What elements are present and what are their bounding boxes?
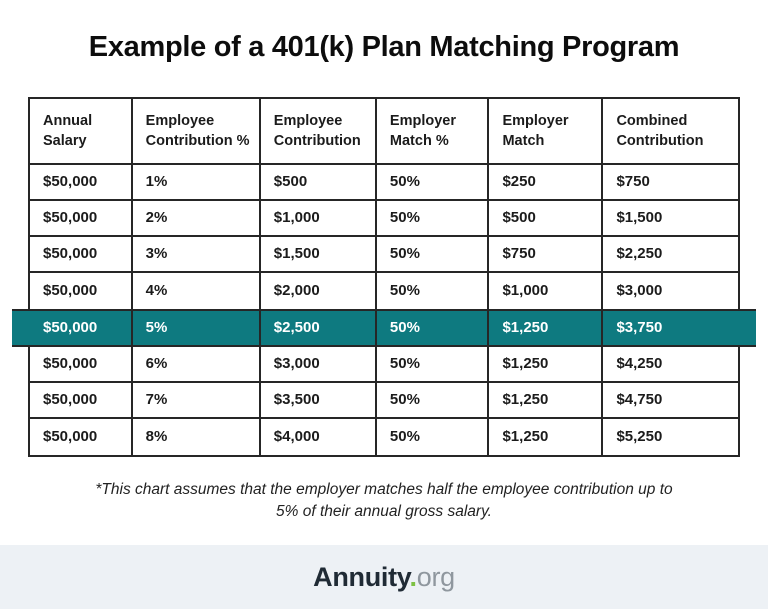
table-cell: $1,250 bbox=[489, 419, 604, 455]
table-cell: $4,250 bbox=[616, 355, 663, 372]
table-cell: $50,000 bbox=[30, 237, 133, 271]
table-cell: 1% bbox=[133, 165, 261, 199]
table-cell: 50% bbox=[377, 419, 490, 455]
table-cell: 50% bbox=[377, 311, 490, 345]
table-cell: $50,000 bbox=[30, 347, 133, 381]
table-header-row: Annual Salary Employee Contribution % Em… bbox=[30, 99, 738, 165]
table-cell: 50% bbox=[377, 273, 490, 309]
table-cell: 2% bbox=[133, 201, 261, 235]
table-cell: 7% bbox=[133, 383, 261, 417]
table-cell: $3,750 bbox=[616, 319, 663, 336]
table-cell: $500 bbox=[489, 201, 604, 235]
table-cell: $50,000 bbox=[30, 273, 133, 309]
table-row: $50,000 8% $4,000 50% $1,250 $5,250 bbox=[30, 419, 738, 455]
table-cell: $1,250 bbox=[489, 383, 604, 417]
table-cell: $750 bbox=[616, 173, 650, 190]
table-cell: $3,000 bbox=[616, 282, 663, 299]
table-cell: $1,000 bbox=[261, 201, 377, 235]
footnote: *This chart assumes that the employer ma… bbox=[95, 481, 673, 520]
table-cell: $250 bbox=[489, 165, 604, 199]
header-employee-contribution-pct: Employee Contribution % bbox=[133, 99, 261, 163]
table-cell: 50% bbox=[377, 201, 490, 235]
header-employee-contribution: Employee Contribution bbox=[261, 99, 377, 163]
table-cell: $3,500 bbox=[261, 383, 377, 417]
table-cell: $1,250 bbox=[489, 311, 604, 345]
table-row: $50,000 4% $2,000 50% $1,000 $3,000 bbox=[30, 273, 738, 309]
table-cell: 50% bbox=[377, 347, 490, 381]
table-cell: $2,000 bbox=[261, 273, 377, 309]
table-cell: 50% bbox=[377, 237, 490, 271]
table-cell: $4,000 bbox=[261, 419, 377, 455]
table-cell: 8% bbox=[133, 419, 261, 455]
table-cell: $750 bbox=[489, 237, 604, 271]
table-cell: 3% bbox=[133, 237, 261, 271]
table-cell: $1,500 bbox=[261, 237, 377, 271]
footer-bar: Annuity.org bbox=[0, 545, 768, 609]
logo-tld-text: org bbox=[416, 561, 455, 592]
page-title: Example of a 401(k) Plan Matching Progra… bbox=[88, 31, 680, 63]
header-employer-match: Employer Match bbox=[489, 99, 604, 163]
table-row: $50,000 6% $3,000 50% $1,250 $4,250 bbox=[30, 347, 738, 383]
table-cell: 6% bbox=[133, 347, 261, 381]
table-cell: $50,000 bbox=[30, 419, 133, 455]
table-row: $50,000 7% $3,500 50% $1,250 $4,750 bbox=[30, 383, 738, 419]
table-cell: 50% bbox=[377, 383, 490, 417]
table-cell: $2,250 bbox=[616, 245, 663, 262]
table-row-highlighted-5-percent: $50,000 5% $2,500 50% $1,250 $3,750 bbox=[12, 309, 756, 347]
table-cell: $5,250 bbox=[616, 428, 663, 445]
table-cell: 5% bbox=[133, 311, 261, 345]
table-cell: $50,000 bbox=[30, 383, 133, 417]
table-cell: $50,000 bbox=[30, 311, 133, 345]
table-cell: $50,000 bbox=[30, 201, 133, 235]
logo-brand-text: Annuity bbox=[313, 561, 410, 592]
table-cell: $3,000 bbox=[261, 347, 377, 381]
annuity-org-logo: Annuity.org bbox=[313, 562, 455, 593]
table-cell: $1,000 bbox=[489, 273, 604, 309]
table-row: $50,000 3% $1,500 50% $750 $2,250 bbox=[30, 237, 738, 273]
table-row: $50,000 1% $500 50% $250 $750 bbox=[30, 165, 738, 201]
header-annual-salary: Annual Salary bbox=[30, 99, 133, 163]
table-cell: $1,250 bbox=[489, 347, 604, 381]
table-cell: $4,750 bbox=[616, 391, 663, 408]
table-cell: 4% bbox=[133, 273, 261, 309]
header-employer-match-pct: Employer Match % bbox=[377, 99, 490, 163]
table-cell: 50% bbox=[377, 165, 490, 199]
table-cell: $1,500 bbox=[616, 209, 663, 226]
matching-program-table: Annual Salary Employee Contribution % Em… bbox=[12, 97, 756, 457]
table-cell: $50,000 bbox=[30, 165, 133, 199]
table-cell: $2,500 bbox=[261, 311, 377, 345]
logo-dot: . bbox=[409, 561, 418, 592]
header-combined-contribution: Combined Contribution bbox=[616, 113, 704, 149]
table-row: $50,000 2% $1,000 50% $500 $1,500 bbox=[30, 201, 738, 237]
table-cell: $500 bbox=[261, 165, 377, 199]
